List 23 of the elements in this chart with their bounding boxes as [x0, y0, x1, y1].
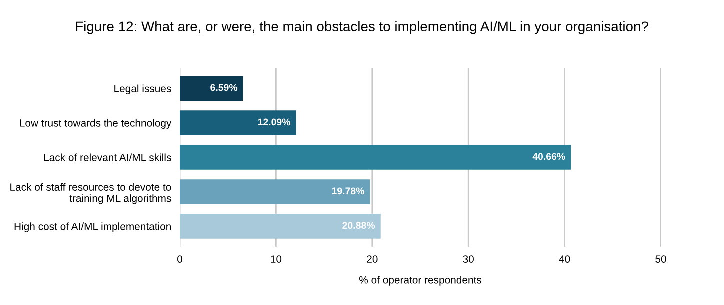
y-tick-label: High cost of AI/ML implementation — [14, 222, 171, 232]
data-label: 19.78% — [332, 188, 364, 195]
x-tick-label: 0 — [178, 256, 182, 263]
bar — [180, 76, 244, 101]
y-tick-label: Legal issues — [114, 84, 172, 94]
x-tick-label: 20 — [367, 256, 378, 263]
bar — [180, 145, 572, 170]
data-label: 20.88% — [342, 222, 376, 230]
x-tick-label: 50 — [656, 256, 666, 263]
x-tick-label: 10 — [271, 256, 282, 263]
bar — [180, 214, 381, 239]
y-tick-label: Low trust towards the technology — [20, 119, 172, 129]
x-axis-title: % of operator respondents — [359, 276, 482, 286]
bar — [180, 180, 370, 204]
bar — [180, 110, 296, 136]
y-tick-label: Lack of staff resources to devote to training ML algorithms — [10, 183, 172, 204]
x-tick-label: 40 — [559, 256, 570, 263]
data-label: 6.59% — [210, 84, 238, 92]
x-tick-label: 30 — [463, 256, 474, 263]
chart-title: Figure 12: What are, or were, the main obstacles to implementing AI/ML in your organisation? — [76, 21, 648, 34]
y-tick-label: Lack of relevant AI/ML skills — [44, 154, 172, 162]
data-label: 12.09% — [258, 118, 290, 126]
data-label: 40.66% — [532, 153, 566, 160]
